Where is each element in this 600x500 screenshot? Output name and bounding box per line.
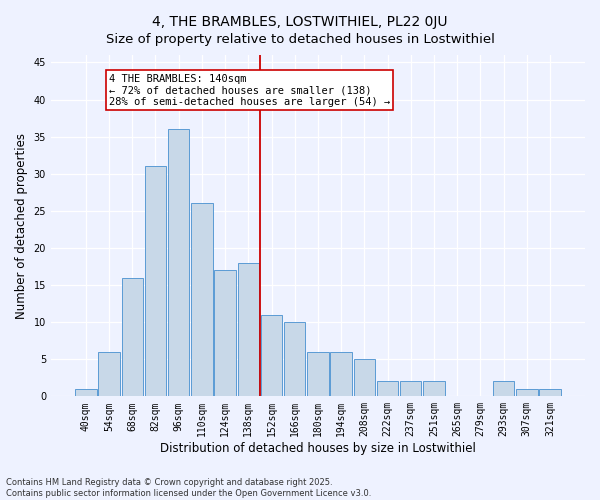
Text: 4 THE BRAMBLES: 140sqm
← 72% of detached houses are smaller (138)
28% of semi-de: 4 THE BRAMBLES: 140sqm ← 72% of detached…	[109, 74, 391, 107]
Bar	[214, 270, 236, 396]
Bar	[307, 352, 329, 397]
Bar	[191, 204, 212, 396]
Text: Contains HM Land Registry data © Crown copyright and database right 2025.
Contai: Contains HM Land Registry data © Crown c…	[6, 478, 371, 498]
Bar	[75, 389, 97, 396]
Bar	[331, 352, 352, 397]
Bar	[400, 382, 421, 396]
Bar	[377, 382, 398, 396]
Bar	[354, 359, 375, 397]
Bar	[284, 322, 305, 396]
Bar	[493, 382, 514, 396]
Bar	[261, 314, 282, 396]
Text: Size of property relative to detached houses in Lostwithiel: Size of property relative to detached ho…	[106, 32, 494, 46]
Bar	[145, 166, 166, 396]
Bar	[516, 389, 538, 396]
Bar	[238, 263, 259, 396]
Bar	[122, 278, 143, 396]
Text: 4, THE BRAMBLES, LOSTWITHIEL, PL22 0JU: 4, THE BRAMBLES, LOSTWITHIEL, PL22 0JU	[152, 15, 448, 29]
Bar	[168, 129, 190, 396]
Bar	[539, 389, 561, 396]
X-axis label: Distribution of detached houses by size in Lostwithiel: Distribution of detached houses by size …	[160, 442, 476, 455]
Bar	[98, 352, 120, 397]
Y-axis label: Number of detached properties: Number of detached properties	[15, 132, 28, 318]
Bar	[424, 382, 445, 396]
